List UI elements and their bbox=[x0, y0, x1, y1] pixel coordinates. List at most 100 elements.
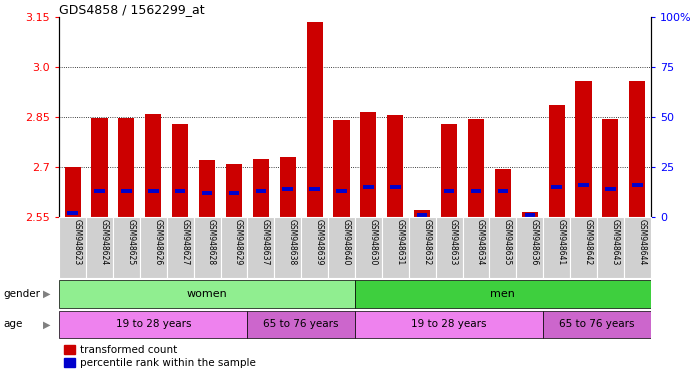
Bar bbox=[548, 106, 564, 217]
Bar bbox=[226, 164, 242, 217]
Bar bbox=[59, 217, 86, 278]
Text: 19 to 28 years: 19 to 28 years bbox=[411, 319, 487, 329]
Bar bbox=[361, 112, 377, 217]
Bar bbox=[355, 311, 543, 338]
Text: GSM948633: GSM948633 bbox=[449, 219, 458, 266]
Bar bbox=[247, 217, 274, 278]
Bar bbox=[59, 311, 247, 338]
Bar bbox=[498, 189, 508, 193]
Bar bbox=[193, 217, 221, 278]
Text: GSM948625: GSM948625 bbox=[127, 219, 136, 266]
Bar bbox=[121, 189, 132, 193]
Text: men: men bbox=[491, 289, 515, 299]
Bar bbox=[202, 191, 212, 195]
Bar bbox=[436, 217, 463, 278]
Text: GSM948643: GSM948643 bbox=[610, 219, 619, 266]
Bar bbox=[280, 157, 296, 217]
Bar bbox=[570, 217, 597, 278]
Text: GSM948629: GSM948629 bbox=[234, 219, 243, 266]
Bar bbox=[65, 167, 81, 217]
Text: GSM948638: GSM948638 bbox=[287, 219, 296, 266]
Bar bbox=[247, 311, 355, 338]
Text: women: women bbox=[187, 289, 228, 299]
Bar bbox=[328, 217, 355, 278]
Bar bbox=[199, 161, 215, 217]
Bar bbox=[172, 124, 188, 217]
Text: GSM948639: GSM948639 bbox=[315, 219, 324, 266]
Text: ▶: ▶ bbox=[43, 319, 51, 329]
Text: GSM948636: GSM948636 bbox=[530, 219, 539, 266]
Bar bbox=[86, 217, 113, 278]
Bar bbox=[333, 121, 349, 217]
Text: GSM948641: GSM948641 bbox=[557, 219, 566, 266]
Bar bbox=[522, 212, 538, 217]
Bar bbox=[387, 116, 404, 217]
Bar bbox=[489, 217, 516, 278]
Bar bbox=[551, 185, 562, 189]
Bar bbox=[94, 189, 104, 193]
Bar bbox=[441, 124, 457, 217]
Bar bbox=[355, 217, 382, 278]
Text: GSM948628: GSM948628 bbox=[207, 219, 216, 266]
Bar bbox=[624, 217, 651, 278]
Bar bbox=[113, 217, 140, 278]
Bar bbox=[167, 217, 193, 278]
Bar bbox=[68, 211, 78, 215]
Text: GSM948630: GSM948630 bbox=[368, 219, 377, 266]
Bar bbox=[382, 217, 409, 278]
Text: GDS4858 / 1562299_at: GDS4858 / 1562299_at bbox=[59, 3, 205, 16]
Bar bbox=[516, 217, 543, 278]
Text: GSM948626: GSM948626 bbox=[153, 219, 162, 266]
Bar bbox=[409, 217, 436, 278]
Bar bbox=[310, 187, 320, 191]
Bar bbox=[632, 183, 642, 187]
Text: ▶: ▶ bbox=[43, 289, 51, 299]
Bar bbox=[629, 81, 645, 217]
Text: GSM948642: GSM948642 bbox=[583, 219, 592, 266]
Bar bbox=[597, 217, 624, 278]
Bar bbox=[140, 217, 167, 278]
Bar bbox=[229, 191, 239, 195]
Bar bbox=[363, 185, 374, 189]
Bar bbox=[543, 311, 651, 338]
Bar bbox=[470, 189, 481, 193]
Bar bbox=[336, 189, 347, 193]
Text: age: age bbox=[3, 319, 23, 329]
Text: 65 to 76 years: 65 to 76 years bbox=[263, 319, 339, 329]
Bar bbox=[417, 213, 427, 217]
Text: GSM948627: GSM948627 bbox=[180, 219, 189, 266]
Text: 65 to 76 years: 65 to 76 years bbox=[559, 319, 635, 329]
Bar bbox=[148, 189, 159, 193]
Bar bbox=[145, 114, 161, 217]
Bar bbox=[414, 210, 430, 217]
Bar bbox=[301, 217, 328, 278]
Bar bbox=[59, 280, 355, 308]
Bar bbox=[355, 280, 651, 308]
Bar bbox=[543, 217, 570, 278]
Text: gender: gender bbox=[3, 289, 40, 299]
Bar bbox=[576, 81, 592, 217]
Bar bbox=[606, 187, 616, 191]
Text: GSM948635: GSM948635 bbox=[503, 219, 512, 266]
Text: GSM948644: GSM948644 bbox=[638, 219, 647, 266]
Bar bbox=[175, 189, 185, 193]
Bar bbox=[255, 189, 266, 193]
Legend: transformed count, percentile rank within the sample: transformed count, percentile rank withi… bbox=[64, 345, 256, 368]
Text: GSM948637: GSM948637 bbox=[261, 219, 270, 266]
Bar bbox=[444, 189, 454, 193]
Bar bbox=[525, 213, 535, 217]
Bar bbox=[91, 118, 108, 217]
Text: GSM948631: GSM948631 bbox=[395, 219, 404, 266]
Text: 19 to 28 years: 19 to 28 years bbox=[116, 319, 191, 329]
Text: GSM948634: GSM948634 bbox=[476, 219, 485, 266]
Bar bbox=[274, 217, 301, 278]
Text: GSM948624: GSM948624 bbox=[100, 219, 109, 266]
Bar bbox=[390, 185, 400, 189]
Bar bbox=[253, 159, 269, 217]
Text: GSM948632: GSM948632 bbox=[422, 219, 432, 266]
Bar bbox=[495, 169, 511, 217]
Bar bbox=[118, 118, 134, 217]
Bar bbox=[602, 119, 619, 217]
Bar bbox=[578, 183, 589, 187]
Bar bbox=[283, 187, 293, 191]
